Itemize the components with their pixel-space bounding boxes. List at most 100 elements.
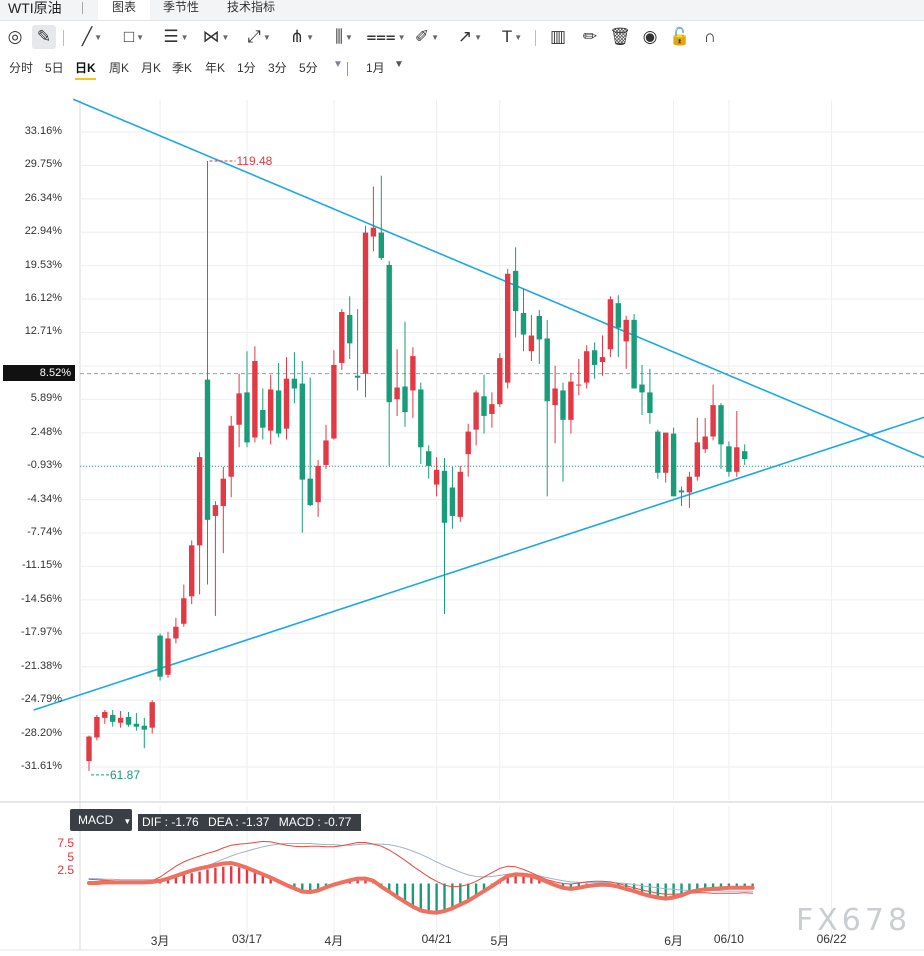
period-2[interactable]: 日K (75, 59, 96, 80)
candle-body (465, 431, 471, 455)
candle-body (370, 227, 377, 237)
chevron-down-icon[interactable]: ▼ (94, 32, 103, 42)
candle-body (339, 312, 345, 363)
candle-body (663, 432, 669, 473)
candle-body (283, 378, 290, 429)
fibonacci-icon[interactable]: ⫼ ▼ (326, 25, 362, 49)
period-3[interactable]: 周K (109, 61, 130, 75)
candle-body (655, 431, 661, 473)
chevron-down-icon[interactable]: ▼ (180, 32, 189, 42)
chevron-down-icon[interactable]: ▼ (136, 32, 145, 42)
indicator-icon[interactable]: ▥ (546, 25, 570, 49)
x-tick-label: 04/21 (421, 932, 452, 946)
ray-icon[interactable]: ⤢ ▼ (241, 25, 277, 49)
candle-body (228, 425, 234, 477)
candle-body (505, 273, 511, 383)
macd-values: DIF : -1.76 DEA : -1.37 MACD : -0.77 (138, 814, 362, 831)
x-tick-label: 5月 (490, 934, 510, 948)
more-periods-caret[interactable]: ▼ (333, 59, 343, 70)
period-0[interactable]: 分时 (9, 61, 34, 75)
candle-body (623, 319, 629, 342)
rectangle-icon[interactable]: □ ▼ (116, 25, 152, 49)
chevron-down-icon[interactable]: ▼ (344, 32, 353, 42)
candle-body (433, 469, 440, 485)
candle-body (323, 440, 329, 465)
toolbar-divider (63, 30, 64, 46)
candle-body (268, 389, 274, 431)
candle-body (718, 405, 724, 445)
candle-body (560, 390, 566, 420)
pattern-icon[interactable]: ⋈ ▼ (198, 25, 234, 49)
period-6[interactable]: 年K (205, 61, 226, 75)
edit-icon[interactable]: ✏ (578, 25, 602, 49)
tab-seasonality[interactable]: 季节性 (162, 0, 199, 14)
eye-icon[interactable]: ◉ (638, 25, 662, 49)
high-annotation-label: 119.48 (237, 154, 273, 168)
magnet-snap-icon[interactable]: ∩ (698, 25, 722, 49)
fork-icon[interactable]: ⋔ ▼ (284, 25, 320, 49)
line-icon[interactable]: ╱ ▼ (74, 25, 110, 49)
y-tick-label: 22.94% (24, 225, 62, 238)
brush-icon[interactable]: ✐ ▼ (409, 25, 445, 49)
tab-technical-indicators[interactable]: 技术指标 (226, 0, 275, 14)
chevron-down-icon[interactable]: ▼ (397, 32, 406, 42)
candle-body (694, 442, 700, 477)
candle-body (315, 465, 321, 503)
chevron-down-icon[interactable]: ▼ (474, 32, 483, 42)
pencil-icon[interactable]: ✎ (32, 25, 56, 49)
candle-body (189, 545, 195, 597)
y-tick-label: 29.75% (24, 158, 62, 171)
lock-icon[interactable]: 🔓 (668, 25, 692, 49)
parallel-lines-icon[interactable]: ☰ ▼ (158, 25, 194, 49)
candle-body (117, 717, 124, 723)
y-tick-label: -21.38% (21, 659, 62, 672)
candle-body (702, 436, 708, 450)
chevron-down-icon: ▼ (123, 817, 132, 826)
candle-body (647, 392, 653, 413)
y-tick-label: -0.93% (27, 459, 62, 472)
ascending-support-trendline (33, 416, 924, 711)
period-7[interactable]: 1分 (237, 61, 256, 75)
candle-body (402, 386, 408, 412)
channel-icon-glyph: ⩶ (366, 27, 396, 46)
period-8[interactable]: 3分 (268, 61, 287, 75)
low-annotation-label: 61.87 (110, 768, 140, 782)
channel-icon[interactable]: ⩶ ▼ (366, 25, 406, 49)
candle-body (149, 702, 155, 728)
chevron-down-icon[interactable]: ▼ (431, 32, 440, 42)
candle-body (536, 315, 542, 340)
text-icon[interactable]: T ▼ (494, 25, 530, 49)
magnet-icon[interactable]: ◎ (3, 25, 27, 49)
period-9[interactable]: 5分 (299, 61, 318, 75)
candle-body (133, 723, 140, 727)
range-select-caret[interactable]: ▼ (394, 59, 404, 70)
candle-body (141, 725, 147, 730)
period-1[interactable]: 5日 (45, 61, 64, 75)
tab-chart[interactable]: 图表 (98, 0, 150, 20)
arrow-icon[interactable]: ↗ ▼ (452, 25, 488, 49)
range-select[interactable]: 1月 (366, 61, 385, 75)
indicator-select-button[interactable]: MACD ▼ (70, 809, 132, 831)
macd-y-tick-label: 2.5 (57, 863, 74, 877)
candle-body (173, 626, 179, 639)
macd-y-tick-label: 7.5 (57, 836, 74, 850)
chevron-down-icon[interactable]: ▼ (306, 32, 315, 42)
period-5[interactable]: 季K (172, 61, 193, 75)
chevron-down-icon[interactable]: ▼ (262, 32, 271, 42)
candle-body (157, 635, 163, 677)
y-tick-label: 5.89% (30, 392, 62, 405)
candle-body (489, 404, 495, 414)
candle-body (631, 319, 637, 389)
magnet-snap-icon-glyph: ∩ (703, 27, 717, 46)
chevron-down-icon[interactable]: ▼ (514, 32, 523, 42)
period-4[interactable]: 月K (141, 61, 162, 75)
y-tick-label: -24.79% (21, 693, 62, 706)
candle-body (457, 471, 463, 517)
candle-body (591, 350, 598, 365)
chevron-down-icon[interactable]: ▼ (221, 32, 230, 42)
candle-body (204, 379, 211, 520)
candle-body (110, 714, 116, 722)
trash-icon[interactable]: 🗑 (608, 25, 632, 49)
watermark-logo: FX678 (796, 903, 912, 938)
